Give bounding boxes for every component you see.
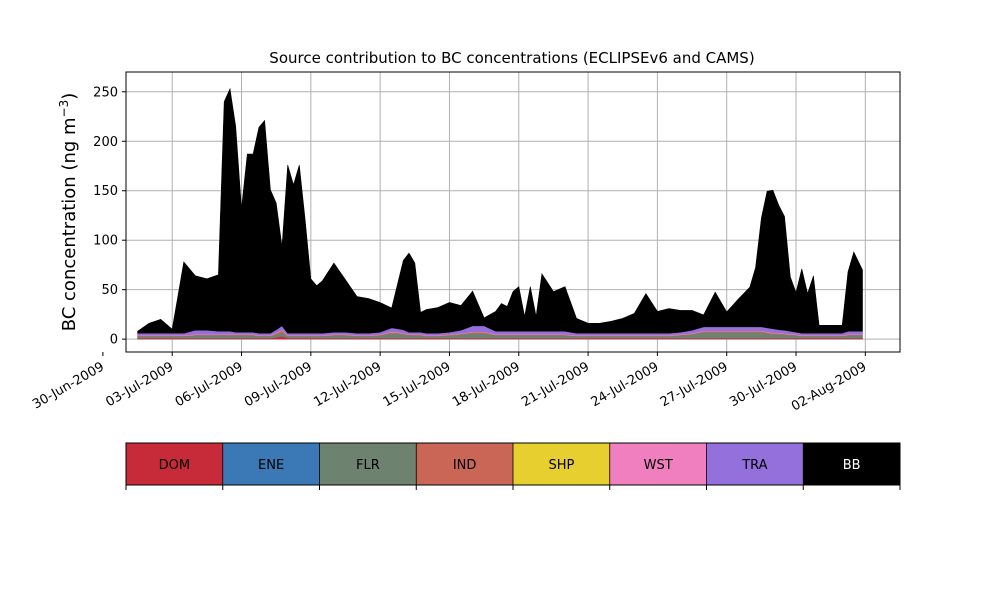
legend-swatch-shp bbox=[513, 443, 610, 485]
chart-title: Source contribution to BC concentrations… bbox=[269, 49, 754, 67]
y-tick-label: 50 bbox=[101, 283, 118, 298]
legend-label-shp: SHP bbox=[548, 458, 574, 473]
legend-swatch-ene bbox=[222, 443, 320, 485]
legend-swatch-wst bbox=[609, 443, 707, 485]
legend-label-dom: DOM bbox=[159, 458, 190, 473]
y-tick-label: 200 bbox=[93, 135, 118, 150]
area-bb bbox=[137, 87, 863, 334]
y-tick-label: 100 bbox=[93, 234, 118, 249]
y-tick-label: 150 bbox=[93, 184, 118, 199]
legend-swatch-tra bbox=[706, 443, 804, 485]
legend-swatch-bb bbox=[803, 443, 900, 485]
stacked-areas bbox=[137, 87, 863, 340]
legend-label-tra: TRA bbox=[741, 458, 767, 473]
y-tick-label: 0 bbox=[110, 333, 118, 348]
plot-frame bbox=[125, 71, 901, 353]
legend-colorbar: DOM ENE FLR IND SHP WST TRA BB bbox=[125, 442, 901, 490]
legend-swatch-flr bbox=[319, 443, 417, 485]
y-axis-label: BC concentration (ng m−3) bbox=[57, 93, 80, 332]
legend-label-wst: WST bbox=[644, 458, 673, 473]
legend-label-bb: BB bbox=[843, 458, 861, 473]
legend-swatch-dom bbox=[126, 443, 223, 485]
y-axis-ticks: 0 50 100 150 200 250 bbox=[93, 85, 126, 348]
legend-label-ene: ENE bbox=[258, 458, 284, 473]
y-tick-label: 250 bbox=[93, 85, 118, 100]
legend-swatch-ind bbox=[416, 443, 513, 485]
legend-label-ind: IND bbox=[453, 458, 477, 473]
legend-label-flr: FLR bbox=[356, 458, 380, 473]
